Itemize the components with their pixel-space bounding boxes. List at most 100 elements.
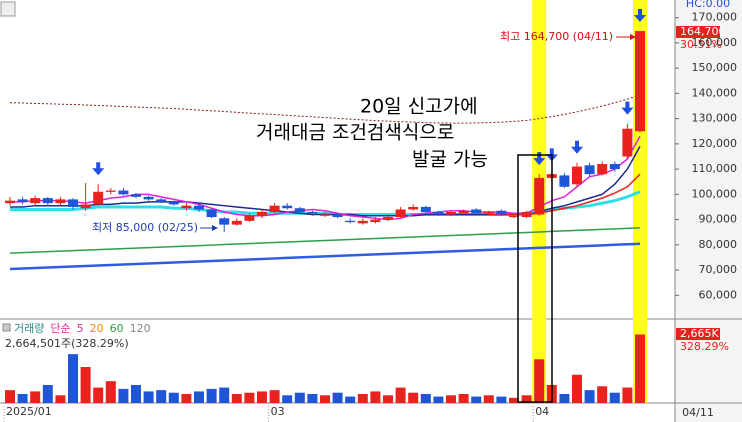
volume-tag-bg (676, 328, 720, 340)
candle-body (55, 199, 66, 204)
note-arrow (630, 34, 636, 40)
candle-body (609, 164, 620, 170)
candle-body (458, 210, 469, 214)
candle-body (131, 194, 141, 197)
volume-bar (622, 387, 633, 403)
volume-legend: 120 (130, 322, 151, 335)
candle-body (17, 199, 28, 202)
candle-body (219, 218, 230, 225)
candle-body (521, 212, 532, 218)
volume-bar (80, 367, 91, 403)
candle-body (206, 209, 217, 218)
candle-body (269, 205, 280, 212)
cursor-date-bg (676, 404, 720, 421)
volume-bar (294, 392, 305, 403)
volume-bar (483, 395, 494, 403)
menu-icon[interactable] (0, 1, 16, 17)
volume-bar (420, 394, 431, 403)
annotation: 20일 신고가에 (360, 96, 478, 118)
candle-body (257, 212, 267, 216)
y-tick-label: 90,000 (699, 213, 738, 226)
panel-icon[interactable] (2, 323, 11, 332)
volume-legend: 60 (110, 322, 124, 335)
volume-legend: 단순 (50, 322, 70, 335)
volume-bar (597, 386, 608, 403)
volume-bar (5, 390, 15, 403)
candle-body (509, 215, 519, 218)
volume-bar (156, 390, 167, 403)
candle-body (559, 175, 570, 187)
volume-bar (609, 392, 620, 403)
x-tick-label: 03 (271, 405, 285, 418)
volume-bar (131, 385, 141, 403)
volume-bar (282, 395, 293, 403)
volume-bar (509, 397, 519, 403)
candle-body (294, 208, 305, 212)
volume-bar (572, 374, 582, 403)
volume-bar (370, 391, 381, 403)
hc-label: HC:0.00 (686, 0, 730, 10)
candle-body (420, 206, 431, 212)
volume-bar (496, 396, 507, 403)
candle-body (5, 200, 15, 204)
candle-body (194, 205, 204, 210)
volume-legend: 20 (90, 322, 104, 335)
volume-info: 2,664,501주(328.29%) (5, 337, 129, 350)
candle-body (68, 199, 78, 207)
candle-body (156, 199, 167, 202)
candle-body (597, 164, 608, 175)
volume-bar (521, 395, 532, 403)
volume-legend: 5 (77, 322, 84, 335)
volume-bar (17, 394, 28, 403)
candle-body (93, 191, 104, 205)
candle-body (370, 219, 381, 223)
y-tick-label: 80,000 (699, 238, 738, 251)
volume-bar (307, 394, 318, 403)
volume-bar (55, 395, 66, 403)
signal-arrow (92, 162, 105, 176)
volume-bar (30, 391, 41, 403)
signal-arrow (533, 152, 546, 166)
candle-body (105, 190, 116, 192)
volume-bar (269, 390, 280, 403)
candle-body (30, 198, 41, 204)
candle-body (408, 206, 419, 210)
ma-line (9, 227, 641, 254)
right-axis-bg (675, 0, 742, 422)
y-tick-label: 130,000 (692, 112, 738, 125)
candle-body (534, 177, 545, 215)
volume-bar (345, 396, 356, 403)
candle-body (433, 212, 444, 215)
cursor-date: 04/11 (682, 406, 714, 419)
volume-bar (231, 394, 242, 403)
volume-bar (105, 381, 116, 403)
candle-body (395, 209, 406, 218)
volume-bar (219, 387, 230, 403)
volume-legend: 거래량 (14, 322, 44, 335)
candle-body (282, 205, 293, 209)
candle-body (622, 128, 633, 157)
low-note: 최저 85,000 (02/25) (92, 221, 198, 234)
volume-bar (320, 395, 330, 403)
candle-body (80, 204, 91, 209)
candle-body (345, 220, 356, 223)
volume-bar (257, 391, 267, 403)
signal-arrow (634, 9, 646, 23)
candle-body (244, 215, 255, 221)
candle-body (584, 165, 595, 175)
volume-bar (408, 392, 419, 403)
x-tick-label: 2025/01 (6, 405, 52, 418)
volume-bar (206, 388, 217, 403)
candle-body (181, 205, 192, 209)
highlight-box (517, 154, 553, 403)
candle-body (483, 212, 494, 214)
y-tick-label: 60,000 (699, 288, 738, 301)
volume-bar (433, 396, 444, 403)
y-tick-label: 100,000 (692, 187, 738, 200)
candle-body (42, 198, 53, 204)
candle-body (143, 196, 154, 200)
volume-bar (42, 385, 53, 403)
candle-body (357, 220, 368, 224)
y-tick-label: 170,000 (692, 11, 738, 24)
